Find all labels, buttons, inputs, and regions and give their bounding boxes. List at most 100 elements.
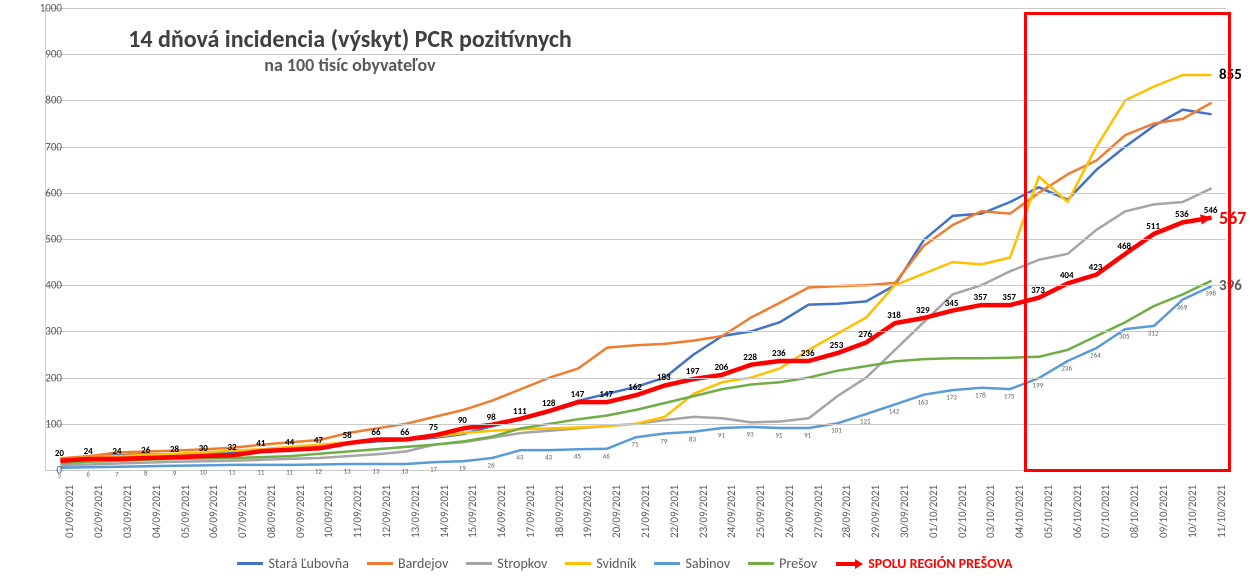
x-axis-label: 20/09/2021: [610, 485, 623, 538]
series-data-label: 357: [1002, 292, 1016, 303]
legend-label: Prešov: [779, 555, 817, 572]
x-axis-label: 01/09/2021: [63, 485, 76, 538]
series-data-label: 32: [228, 442, 237, 453]
x-axis-label: 10/09/2021: [322, 485, 335, 538]
x-axis-label: 07/09/2021: [236, 485, 249, 538]
series-data-label: 162: [628, 382, 642, 393]
x-axis-label: 08/09/2021: [265, 485, 278, 538]
series-data-label: 147: [599, 389, 613, 400]
series-small-label: 43: [516, 453, 523, 462]
series-data-label: 30: [199, 443, 208, 454]
series-data-label: 197: [686, 366, 700, 377]
series-data-label: 66: [400, 427, 409, 438]
series-small-label: 163: [917, 397, 928, 406]
legend-item: Prešov: [748, 555, 817, 572]
series-data-label: 90: [458, 415, 467, 426]
series-data-label: 183: [657, 372, 671, 383]
series-small-label: 13: [344, 466, 351, 475]
legend-label: SPOLU REGIÓN PREŠOVA: [868, 555, 1012, 572]
y-axis-label: 300: [22, 325, 62, 338]
legend-label: Stará Ľubovňa: [268, 555, 348, 572]
x-axis-label: 11/10/2021: [1215, 485, 1228, 538]
series-data-label: 111: [513, 406, 527, 417]
x-axis-label: 01/10/2021: [927, 485, 940, 538]
legend-item: Sabinov: [654, 555, 730, 572]
series-small-label: 175: [1004, 392, 1015, 401]
x-axis-label: 10/10/2021: [1186, 485, 1199, 538]
y-axis-label: 200: [22, 371, 62, 384]
series-small-label: 91: [804, 430, 811, 439]
y-axis-label: 700: [22, 140, 62, 153]
legend-swatch: [565, 562, 591, 565]
series-small-label: 178: [975, 390, 986, 399]
series-data-label: 75: [429, 422, 438, 433]
x-axis-label: 05/09/2021: [179, 485, 192, 538]
x-axis-label: 12/09/2021: [380, 485, 393, 538]
series-data-label: 206: [714, 362, 728, 373]
series-small-label: 11: [257, 467, 264, 476]
legend-swatch: [654, 562, 680, 565]
x-axis-label: 07/10/2021: [1099, 485, 1112, 538]
series-data-label: 47: [314, 435, 323, 446]
y-axis-label: 600: [22, 186, 62, 199]
x-axis-label: 26/09/2021: [783, 485, 796, 538]
chart-subtitle: na 100 tisíc obyvateľov: [70, 55, 630, 77]
x-axis-label: 04/10/2021: [1013, 485, 1026, 538]
series-small-label: 19: [459, 464, 466, 473]
series-small-label: 93: [747, 430, 754, 439]
legend-swatch: [237, 562, 263, 565]
legend-swatch: [466, 562, 492, 565]
series-data-label: 253: [830, 340, 844, 351]
chart-container: 14 dňová incidencia (výskyt) PCR pozitív…: [0, 0, 1250, 582]
chart-title: 14 dňová incidencia (výskyt) PCR pozitív…: [70, 26, 630, 55]
series-small-label: 142: [889, 407, 900, 416]
gridline: [46, 8, 1226, 9]
x-axis-label: 05/10/2021: [1042, 485, 1055, 538]
series-small-label: 46: [603, 451, 610, 460]
x-axis-label: 02/10/2021: [956, 485, 969, 538]
legend-item: Svidník: [565, 555, 636, 572]
x-axis-label: 14/09/2021: [438, 485, 451, 538]
legend-swatch: [367, 562, 393, 565]
x-axis-label: 13/09/2021: [409, 485, 422, 538]
x-axis-label: 29/09/2021: [869, 485, 882, 538]
series-small-label: 6: [86, 470, 90, 479]
legend-label: Bardejov: [398, 555, 448, 572]
y-axis-label: 400: [22, 279, 62, 292]
x-axis-label: 06/10/2021: [1071, 485, 1084, 538]
series-data-label: 26: [141, 445, 150, 456]
x-axis-label: 24/09/2021: [725, 485, 738, 538]
series-small-label: 8: [144, 469, 148, 478]
series-small-label: 71: [631, 440, 638, 449]
y-axis-label: 100: [22, 417, 62, 430]
series-data-label: 44: [285, 437, 294, 448]
x-axis-label: 22/09/2021: [668, 485, 681, 538]
series-data-label: 66: [371, 427, 380, 438]
series-small-label: 13: [401, 466, 408, 475]
legend-swatch: [748, 562, 774, 565]
x-axis-label: 19/09/2021: [581, 485, 594, 538]
series-small-label: 79: [660, 436, 667, 445]
highlight-box: [1024, 12, 1231, 472]
x-axis-label: 25/09/2021: [754, 485, 767, 538]
legend-item: Stará Ľubovňa: [237, 555, 348, 572]
x-axis-label: 09/10/2021: [1157, 485, 1170, 538]
series-data-label: 329: [916, 305, 930, 316]
series-data-label: 20: [55, 448, 64, 459]
arrow-icon: [835, 557, 863, 571]
series-small-label: 7: [115, 469, 119, 478]
series-small-label: 173: [946, 393, 957, 402]
series-data-label: 41: [256, 438, 265, 449]
series-small-label: 9: [173, 468, 177, 477]
series-small-label: 43: [545, 453, 552, 462]
legend-label: Sabinov: [685, 555, 730, 572]
y-axis-label: 0: [22, 464, 62, 477]
x-axis-label: 02/09/2021: [92, 485, 105, 538]
series-data-label: 276: [858, 329, 872, 340]
series-data-label: 228: [743, 352, 757, 363]
series-data-label: 24: [112, 446, 121, 457]
legend-label: Svidník: [596, 555, 636, 572]
x-axis-label: 04/09/2021: [150, 485, 163, 538]
legend-item: Stropkov: [466, 555, 547, 572]
y-axis-label: 500: [22, 233, 62, 246]
